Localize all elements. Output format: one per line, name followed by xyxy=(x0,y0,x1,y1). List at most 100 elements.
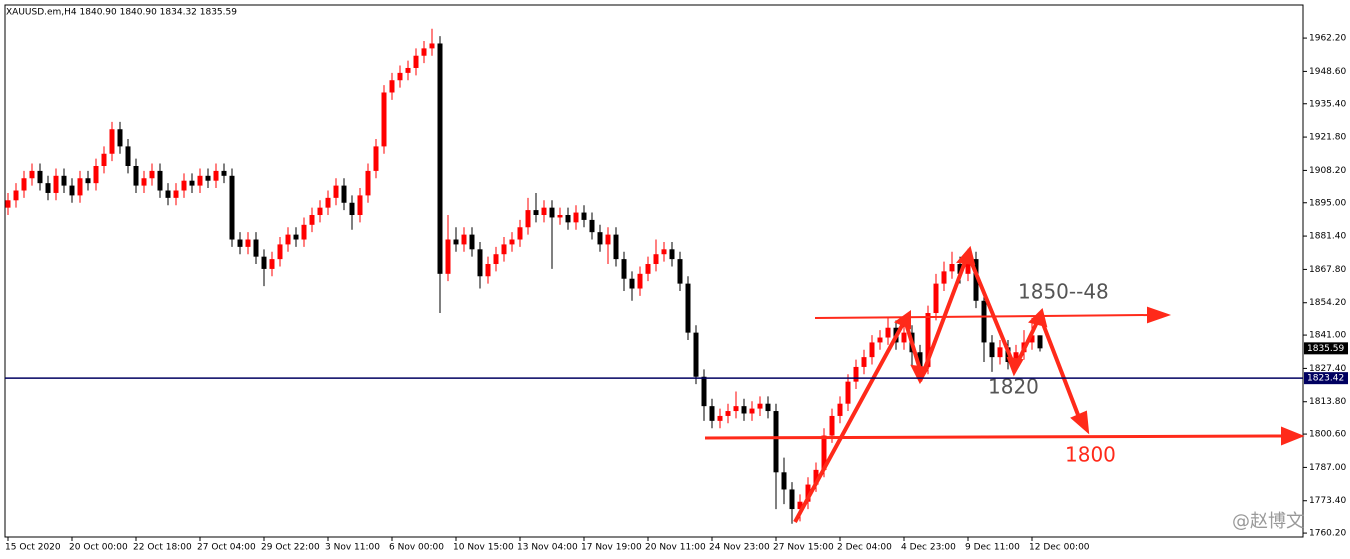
candle-body xyxy=(269,259,275,269)
x-tick-label: 9 Dec 11:00 xyxy=(965,543,1020,553)
y-tick-label: 1867.80 xyxy=(1309,265,1346,275)
candle-body xyxy=(133,165,139,186)
candle-body xyxy=(29,170,35,179)
y-tick-label: 1881.40 xyxy=(1309,232,1346,242)
x-tick-label: 2 Dec 04:00 xyxy=(837,543,892,553)
candle-body xyxy=(645,264,651,274)
candle-body xyxy=(349,202,355,216)
x-tick-label: 6 Nov 00:00 xyxy=(389,543,444,553)
x-tick-label: 20 Oct 00:00 xyxy=(69,543,128,553)
watermark: @赵博文 xyxy=(1232,511,1304,532)
candle-body xyxy=(381,92,387,147)
candle-body xyxy=(509,239,515,245)
candle-body xyxy=(373,146,379,171)
candle-body xyxy=(693,332,699,377)
support-line xyxy=(704,434,1286,440)
candle-body xyxy=(285,234,291,245)
candle-body xyxy=(813,469,819,485)
candle-body xyxy=(829,415,835,436)
x-tick-label: 20 Nov 11:00 xyxy=(645,543,706,553)
y-tick-label: 1921.80 xyxy=(1309,133,1346,143)
x-tick-label: 24 Nov 23:00 xyxy=(709,543,770,553)
candle-body xyxy=(437,43,443,274)
candle-body xyxy=(493,254,499,265)
y-tick-label: 1895.00 xyxy=(1309,198,1346,208)
x-tick-label: 17 Nov 19:00 xyxy=(581,543,642,553)
candle-body xyxy=(85,178,91,184)
candle-body xyxy=(357,195,363,216)
candle-body xyxy=(789,489,795,510)
candle-body xyxy=(533,210,539,216)
candle-body xyxy=(197,175,203,186)
candle-body xyxy=(549,207,555,218)
x-tick-label: 12 Dec 00:00 xyxy=(1029,543,1090,553)
candle-body xyxy=(525,210,531,228)
candle-body xyxy=(173,190,179,198)
candle-body xyxy=(389,80,395,93)
y-tick-label: 1948.60 xyxy=(1309,67,1346,77)
y-tick-label: 1800.60 xyxy=(1309,430,1346,440)
candle-body xyxy=(589,219,595,233)
candle-body xyxy=(21,178,27,191)
candle-body xyxy=(237,239,243,247)
candle-body xyxy=(885,327,891,338)
candle-body xyxy=(221,170,227,176)
y-tick-label: 1962.20 xyxy=(1309,34,1346,44)
candle-body xyxy=(477,249,483,277)
y-tick-label: 1773.40 xyxy=(1309,496,1346,506)
candle-body xyxy=(949,264,955,272)
candle-body xyxy=(661,249,667,255)
candle-body xyxy=(77,178,83,196)
candle-body xyxy=(965,259,971,274)
plot-frame xyxy=(4,4,1304,538)
candle-body xyxy=(245,239,251,247)
candle-body xyxy=(453,239,459,245)
candle-body xyxy=(325,197,331,208)
candle-body xyxy=(565,215,571,223)
candle-body xyxy=(405,67,411,73)
candle-body xyxy=(669,249,675,260)
candle-body xyxy=(973,259,979,301)
candle-body xyxy=(37,170,43,184)
candle-body xyxy=(613,234,619,260)
candle-body xyxy=(709,406,715,421)
candle-body xyxy=(485,264,491,277)
price-box xyxy=(1304,372,1348,385)
candle-body xyxy=(101,153,107,166)
candle-body xyxy=(997,347,1003,358)
y-tick-label: 1760.20 xyxy=(1309,529,1346,539)
candle-body xyxy=(765,403,771,412)
candle-body xyxy=(53,175,59,193)
y-tick-label: 1908.20 xyxy=(1309,166,1346,176)
candle-body xyxy=(877,337,883,343)
candle-body xyxy=(253,239,259,257)
candle-body xyxy=(581,212,587,220)
candle-body xyxy=(421,48,427,56)
candle-body xyxy=(557,215,563,218)
candle-body xyxy=(149,170,155,179)
current-price-label: 1835.59 xyxy=(1307,344,1344,354)
candle-body xyxy=(605,234,611,245)
candle-body xyxy=(301,224,307,240)
candle-body xyxy=(317,207,323,216)
candle-body xyxy=(629,278,635,289)
candle-body xyxy=(333,185,339,198)
arrowhead xyxy=(910,364,930,385)
candle-body xyxy=(597,232,603,245)
candle-body xyxy=(125,146,131,166)
candle-body xyxy=(733,406,739,412)
candle-body xyxy=(229,175,235,240)
candle-body xyxy=(637,273,643,289)
candle-body xyxy=(797,501,803,510)
y-tick-label: 1854.20 xyxy=(1309,298,1346,308)
candle-body xyxy=(213,170,219,181)
candle-body xyxy=(413,55,419,68)
candle-body xyxy=(805,484,811,502)
candle-body xyxy=(845,381,851,404)
arrowhead xyxy=(1147,306,1172,324)
arrowhead xyxy=(956,245,976,266)
candle-body xyxy=(261,256,267,269)
candle-body xyxy=(933,283,939,314)
candle-body xyxy=(717,415,723,421)
candle-body xyxy=(941,271,947,284)
